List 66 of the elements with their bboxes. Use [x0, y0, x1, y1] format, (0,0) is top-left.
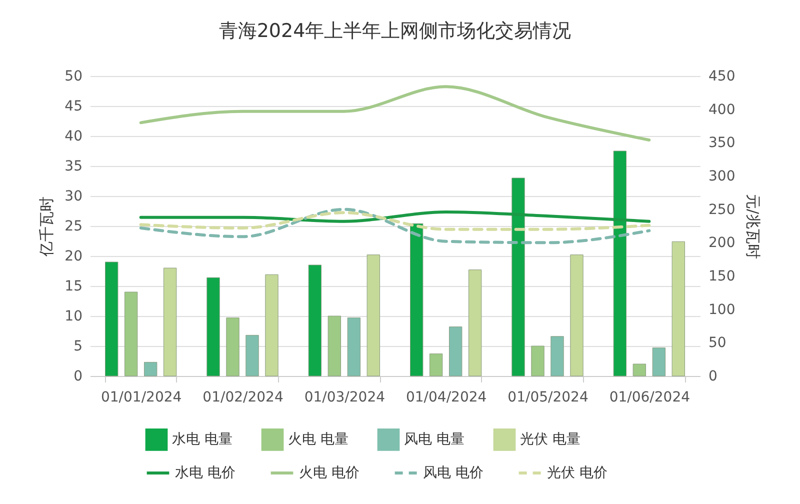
bar	[246, 334, 259, 376]
bar	[468, 270, 482, 376]
bar	[226, 318, 240, 376]
bar	[448, 326, 462, 376]
legend-label: 水电 电价	[175, 465, 236, 481]
x-tick-label: 01/01/2024	[100, 390, 182, 406]
bar	[430, 354, 443, 376]
bar	[570, 254, 584, 376]
line-series	[139, 211, 651, 231]
x-tick-label: 01/04/2024	[406, 390, 487, 406]
legend-label: 风电 电量	[404, 432, 464, 448]
y2-tick-label: 0	[708, 368, 718, 384]
bar	[105, 262, 118, 376]
y-tick-label: 20	[64, 248, 82, 264]
bar	[206, 277, 220, 376]
y2-tick-label: 150	[708, 268, 736, 284]
y-tick-label: 25	[64, 218, 82, 234]
x-tick-label: 01/03/2024	[304, 390, 386, 406]
bar	[613, 150, 627, 376]
bar	[328, 316, 342, 376]
bar	[550, 336, 564, 376]
y-tick-label: 5	[74, 338, 82, 354]
line-series	[139, 208, 651, 244]
x-tick-label: 01/02/2024	[202, 390, 284, 406]
y-tick-label: 15	[64, 278, 82, 294]
y-tick-label: 30	[64, 188, 82, 204]
y2-tick-label: 250	[708, 202, 736, 218]
y2-tick-label: 100	[708, 302, 736, 318]
y2-tick-label: 450	[708, 68, 736, 84]
y2-tick-label: 400	[708, 102, 736, 118]
legend-label: 水电 电量	[172, 432, 232, 448]
y-tick-label: 45	[64, 98, 82, 114]
bar	[124, 292, 138, 376]
y2-tick-label: 300	[708, 168, 736, 184]
bar	[308, 264, 322, 376]
x-tick-label: 01/05/2024	[508, 390, 588, 406]
bar	[347, 318, 360, 376]
bar	[672, 241, 685, 376]
line-series	[139, 210, 651, 223]
bar	[652, 348, 666, 376]
bar	[410, 223, 424, 376]
y-tick-label: 50	[64, 68, 82, 84]
y2-axis-title: 元/兆瓦时	[744, 194, 762, 260]
bar	[632, 364, 646, 376]
bar	[265, 274, 278, 376]
bar	[512, 178, 525, 376]
y-tick-label: 40	[64, 128, 82, 144]
legend-label: 火电 电价	[299, 465, 360, 481]
bar	[163, 268, 177, 376]
bar	[531, 346, 544, 376]
legend-label: 风电 电价	[423, 465, 484, 481]
legend-label: 光伏 电价	[547, 465, 608, 481]
y-tick-label: 35	[64, 158, 82, 174]
x-tick-label: 01/06/2024	[609, 390, 690, 406]
bar	[144, 362, 158, 376]
y2-tick-label: 350	[708, 135, 736, 152]
y2-tick-label: 50	[708, 335, 726, 352]
legend-label: 火电 电量	[288, 432, 348, 448]
y-tick-label: 0	[74, 368, 82, 384]
y2-tick-label: 200	[708, 235, 736, 252]
line-series	[139, 85, 651, 142]
y-tick-label: 10	[64, 308, 82, 324]
y-axis-title: 亿千瓦时	[38, 196, 56, 258]
legend-label: 光伏 电量	[520, 432, 580, 448]
chart-title: 青海2024年上半年上网侧市场化交易情况	[218, 20, 572, 42]
bar	[366, 254, 380, 376]
